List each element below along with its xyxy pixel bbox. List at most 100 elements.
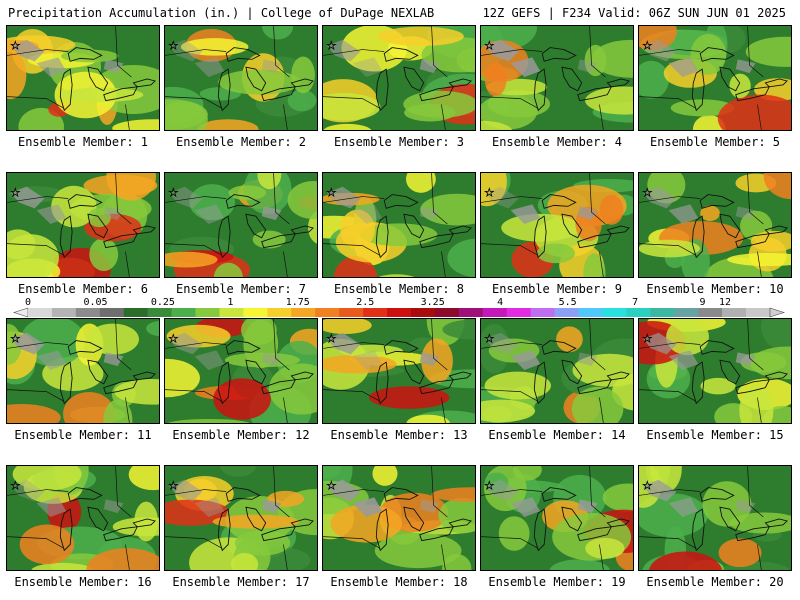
lake-outline — [217, 215, 231, 259]
lake-outline — [419, 379, 455, 395]
colorbar-swatch — [75, 308, 101, 317]
lake-outline — [719, 213, 741, 239]
lake-outline — [606, 78, 630, 88]
light-precip-area — [642, 39, 677, 62]
ensemble-member-label: Ensemble Member: 8 — [333, 282, 465, 296]
light-precip-area — [352, 350, 383, 371]
state-border — [125, 251, 130, 277]
colorbar-swatch — [530, 308, 555, 317]
light-precip-area — [326, 332, 361, 355]
precip-contour — [103, 399, 133, 423]
light-precip-area — [261, 59, 282, 74]
precipitation-map: ☆ — [323, 26, 475, 130]
colorbar-min-arrow — [13, 307, 29, 318]
colorbar-swatch — [51, 308, 77, 317]
colorbar-swatch — [482, 308, 508, 317]
light-precip-area — [168, 332, 203, 355]
state-border — [599, 544, 604, 570]
lake-outline — [541, 47, 577, 62]
precipitation-map: ☆ — [481, 319, 633, 423]
star-icon: ☆ — [326, 186, 337, 200]
state-border — [283, 251, 288, 277]
state-border — [431, 26, 448, 78]
state-border — [165, 243, 223, 256]
precipitation-map: ☆ — [7, 173, 159, 277]
precip-contour — [670, 99, 735, 117]
precipitation-map: ☆ — [639, 319, 791, 423]
light-precip-area — [668, 350, 699, 371]
light-precip-area — [577, 499, 598, 514]
lake-outline — [87, 359, 109, 385]
precip-contour — [666, 319, 709, 356]
light-precip-area — [352, 497, 383, 518]
lake-outline — [132, 78, 156, 88]
ensemble-member-label: Ensemble Member: 17 — [172, 575, 310, 589]
light-precip-area — [103, 499, 124, 514]
precip-contour — [12, 466, 82, 491]
star-icon: ☆ — [642, 332, 653, 346]
precip-contour — [739, 385, 774, 423]
ensemble-member-label: Ensemble Member: 2 — [175, 135, 307, 149]
precip-contour — [146, 320, 159, 337]
lake-outline — [290, 518, 314, 528]
colorbar-swatch — [123, 308, 148, 317]
precip-contour — [761, 319, 791, 351]
ensemble-member-label: Ensemble Member: 10 — [646, 282, 784, 296]
precip-contour — [287, 89, 317, 112]
colorbar-swatch — [698, 308, 723, 317]
light-precip-area — [484, 186, 519, 209]
lake-outline — [691, 361, 705, 405]
precip-contour — [447, 238, 475, 277]
precipitation-map: ☆ — [481, 26, 633, 130]
colorbar-swatch — [147, 308, 172, 317]
state-border — [431, 319, 448, 371]
colorbar-tick-label: 9 — [699, 297, 705, 308]
lake-outline — [735, 86, 771, 102]
light-precip-area — [194, 204, 225, 225]
precip-contour — [372, 466, 398, 486]
lake-outline — [87, 506, 109, 532]
state-border — [639, 96, 697, 109]
colorbar-swatch — [99, 308, 125, 317]
lake-outline — [217, 68, 231, 112]
light-precip-area — [352, 57, 383, 78]
precip-contour — [360, 223, 438, 247]
colorbar-swatch — [363, 308, 388, 317]
precipitation-map: ☆ — [481, 173, 633, 277]
precip-contour — [648, 551, 723, 570]
lake-outline — [245, 66, 267, 92]
lake-outline — [691, 508, 705, 552]
state-border — [283, 104, 288, 130]
precip-contour — [378, 274, 415, 277]
lake-outline — [699, 47, 735, 62]
lake-outline — [59, 215, 73, 259]
state-border — [125, 397, 130, 423]
precip-contour — [268, 363, 317, 415]
ensemble-member-label: Ensemble Member: 11 — [14, 428, 152, 442]
border-line — [323, 489, 385, 496]
precip-contour — [585, 86, 633, 115]
colorbar-tick-label: 1.75 — [286, 297, 310, 308]
precip-contour — [700, 205, 720, 221]
light-precip-area — [261, 352, 282, 367]
light-precip-area — [484, 332, 519, 355]
precip-contour — [330, 504, 403, 543]
precip-contour — [639, 60, 669, 99]
ensemble-map-panel: ☆ — [638, 172, 792, 278]
lake-outline — [419, 86, 455, 102]
state-border — [481, 389, 539, 402]
lake-outline — [403, 66, 425, 92]
precip-contour — [60, 87, 144, 103]
lake-outline — [448, 371, 472, 381]
precip-contour — [583, 253, 606, 277]
precip-contour — [763, 173, 791, 200]
state-border — [747, 466, 764, 518]
colorbar-swatch — [626, 308, 651, 317]
precip-contour — [7, 403, 61, 423]
precip-contour — [377, 26, 464, 47]
precip-contour — [512, 466, 542, 481]
ensemble-member-label: Ensemble Member: 6 — [17, 282, 149, 296]
precipitation-map: ☆ — [165, 466, 317, 570]
star-icon: ☆ — [326, 332, 337, 346]
star-icon: ☆ — [484, 479, 495, 493]
